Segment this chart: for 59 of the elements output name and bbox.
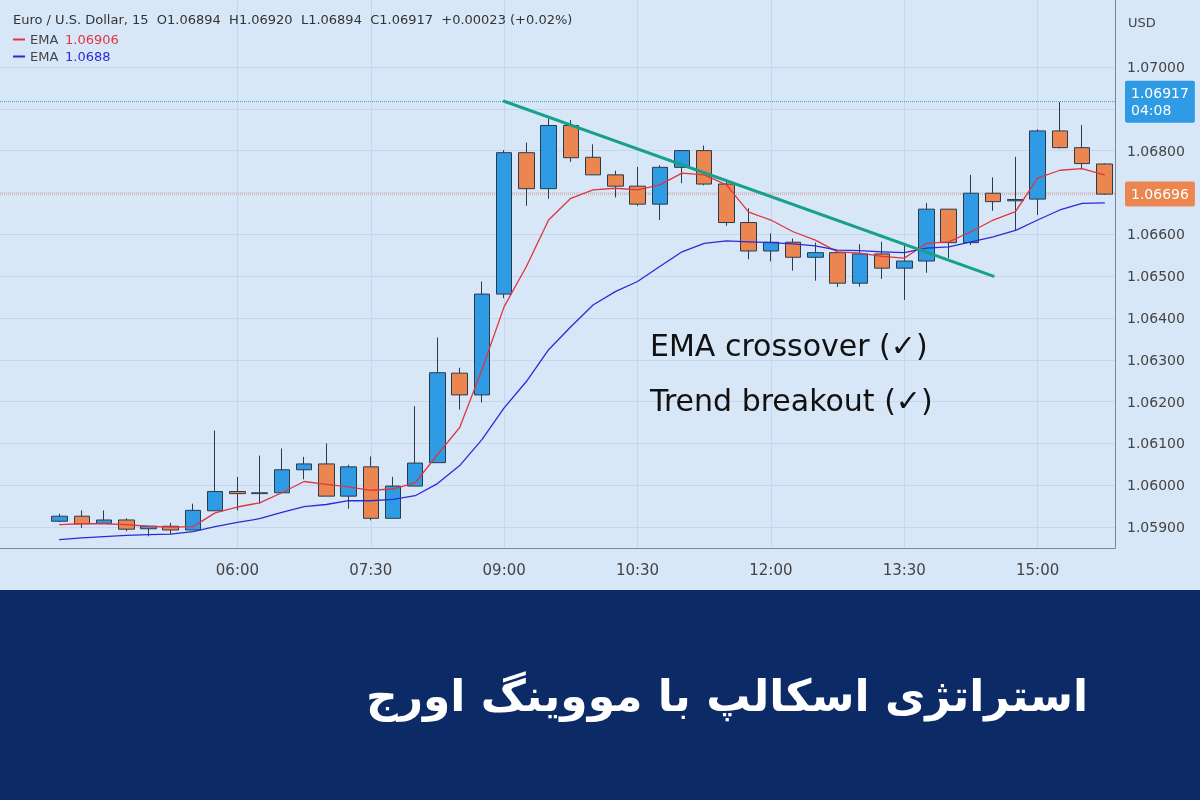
candlestick [318,442,335,497]
text: استراتژی اسکالپ با مووینگ اورج [365,670,1088,721]
ref-line-label: 1.06917 04:08 [1131,85,1189,119]
candlestick [1052,101,1068,149]
x-tick-label: 09:00 [482,560,526,579]
x-tick-label: 10:30 [615,560,660,579]
y-tick-label: 1.06400 [1127,309,1185,326]
candlestick [1007,156,1024,231]
candlestick [563,119,579,163]
x-tick-label: 06:00 [215,560,260,579]
y-axis-title: USD [1128,15,1156,30]
candlestick [496,149,512,299]
candlestick [451,367,468,411]
y-tick-label: 1.06800 [1127,142,1185,159]
candlestick [51,513,68,523]
y-tick-label: 1.06500 [1127,268,1185,285]
candlestick [251,455,268,505]
candlestick [274,447,290,494]
candlestick [896,244,913,301]
y-tick-label: 1.06100 [1127,435,1185,452]
candlestick [807,242,824,282]
ref-line-label: 1.06696 [1131,186,1189,203]
candlestick [185,503,201,531]
x-tick-label: 13:30 [882,560,926,579]
candlestick [1029,128,1046,216]
candlestick [785,237,801,272]
legend-label: EMA 1.06906 [30,32,119,47]
y-tick-label: 1.06300 [1127,351,1185,368]
candlestick [852,243,868,288]
candlestick [540,118,557,200]
candlestick [340,464,357,510]
candlestick [407,405,423,487]
candlestick [474,281,490,403]
candlestick [207,429,223,512]
y-tick-label: 1.07000 [1127,58,1185,75]
y-tick-label: 1.05900 [1127,519,1185,536]
y-tick-label: 1.06200 [1127,393,1185,410]
candlestick [429,337,446,464]
candlestick [652,164,668,221]
candlestick [296,456,312,480]
y-tick-label: 1.06000 [1127,477,1185,494]
x-tick-label: 07:30 [349,560,393,579]
candlestick [363,455,379,521]
x-tick-label: 12:00 [749,560,793,579]
text: Euro / U.S. Dollar, 15 O1.06894 H1.06920 L1.06894 C1.06917 +0.00023 (+0.02%) [13,12,573,27]
annotation: EMA crossover (✓) [650,327,928,363]
annotation: Trend breakout (✓) [649,382,933,418]
candlestick [874,241,890,280]
candlestick [829,252,846,288]
x-tick-label: 15:00 [1016,560,1060,579]
candlestick [385,476,401,519]
candlestick [740,207,757,260]
candlestick [585,143,601,176]
candlestick [229,476,246,511]
y-tick-label: 1.06600 [1127,226,1185,243]
candlestick [1074,124,1090,170]
candlestick [963,174,979,246]
legend-label: EMA 1.0688 [30,49,111,64]
candlestick [940,208,957,259]
